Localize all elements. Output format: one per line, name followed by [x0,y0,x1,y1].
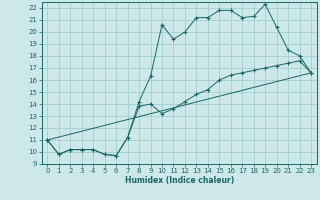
X-axis label: Humidex (Indice chaleur): Humidex (Indice chaleur) [124,176,234,185]
